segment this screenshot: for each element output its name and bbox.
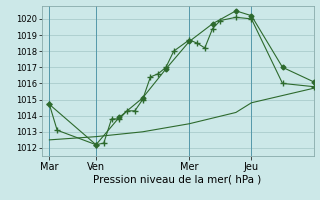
X-axis label: Pression niveau de la mer( hPa ): Pression niveau de la mer( hPa ) <box>93 174 262 184</box>
